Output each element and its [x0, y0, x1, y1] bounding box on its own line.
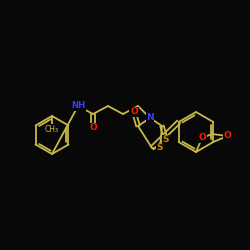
Text: N: N [146, 114, 154, 122]
Text: S: S [163, 136, 169, 144]
Text: NH: NH [71, 102, 85, 110]
Text: O: O [198, 134, 206, 142]
Text: O: O [130, 108, 138, 116]
Text: CH₃: CH₃ [45, 124, 59, 134]
Text: O: O [89, 124, 97, 132]
Text: O: O [224, 132, 231, 140]
Text: S: S [157, 144, 163, 152]
